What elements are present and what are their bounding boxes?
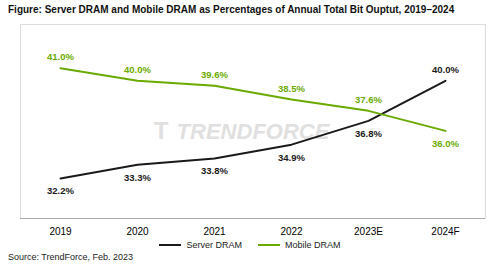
html-text:Mobile DRAM: Mobile DRAM xyxy=(285,240,341,250)
svg-text:38.5%: 38.5% xyxy=(278,83,305,94)
svg-text:2020: 2020 xyxy=(126,226,149,237)
svg-text:37.6%: 37.6% xyxy=(355,94,382,105)
svg-text:40.0%: 40.0% xyxy=(124,64,151,75)
svg-text:33.3%: 33.3% xyxy=(124,172,151,183)
svg-text:2019: 2019 xyxy=(49,226,72,237)
html-text:Source: TrendForce, Feb. 2023: Source: TrendForce, Feb. 2023 xyxy=(8,252,134,262)
svg-text:41.0%: 41.0% xyxy=(47,51,74,62)
svg-text:39.6%: 39.6% xyxy=(201,69,228,80)
svg-text:T: T xyxy=(154,117,169,144)
svg-text:33.8%: 33.8% xyxy=(201,165,228,176)
svg-text:TRENDFORCE: TRENDFORCE xyxy=(176,118,330,144)
svg-text:36.0%: 36.0% xyxy=(432,138,459,149)
svg-text:2024F: 2024F xyxy=(431,226,459,237)
svg-text:2021: 2021 xyxy=(203,226,226,237)
svg-text:32.2%: 32.2% xyxy=(47,185,74,196)
svg-text:40.0%: 40.0% xyxy=(432,64,459,75)
svg-text:34.9%: 34.9% xyxy=(278,152,305,163)
html-text:Figure: Server DRAM and Mobile: Figure: Server DRAM and Mobile DRAM as P… xyxy=(8,4,455,15)
html-text:Server DRAM: Server DRAM xyxy=(186,240,242,250)
svg-text:2022: 2022 xyxy=(280,226,303,237)
svg-text:2023E: 2023E xyxy=(354,226,383,237)
svg-text:36.8%: 36.8% xyxy=(355,128,382,139)
